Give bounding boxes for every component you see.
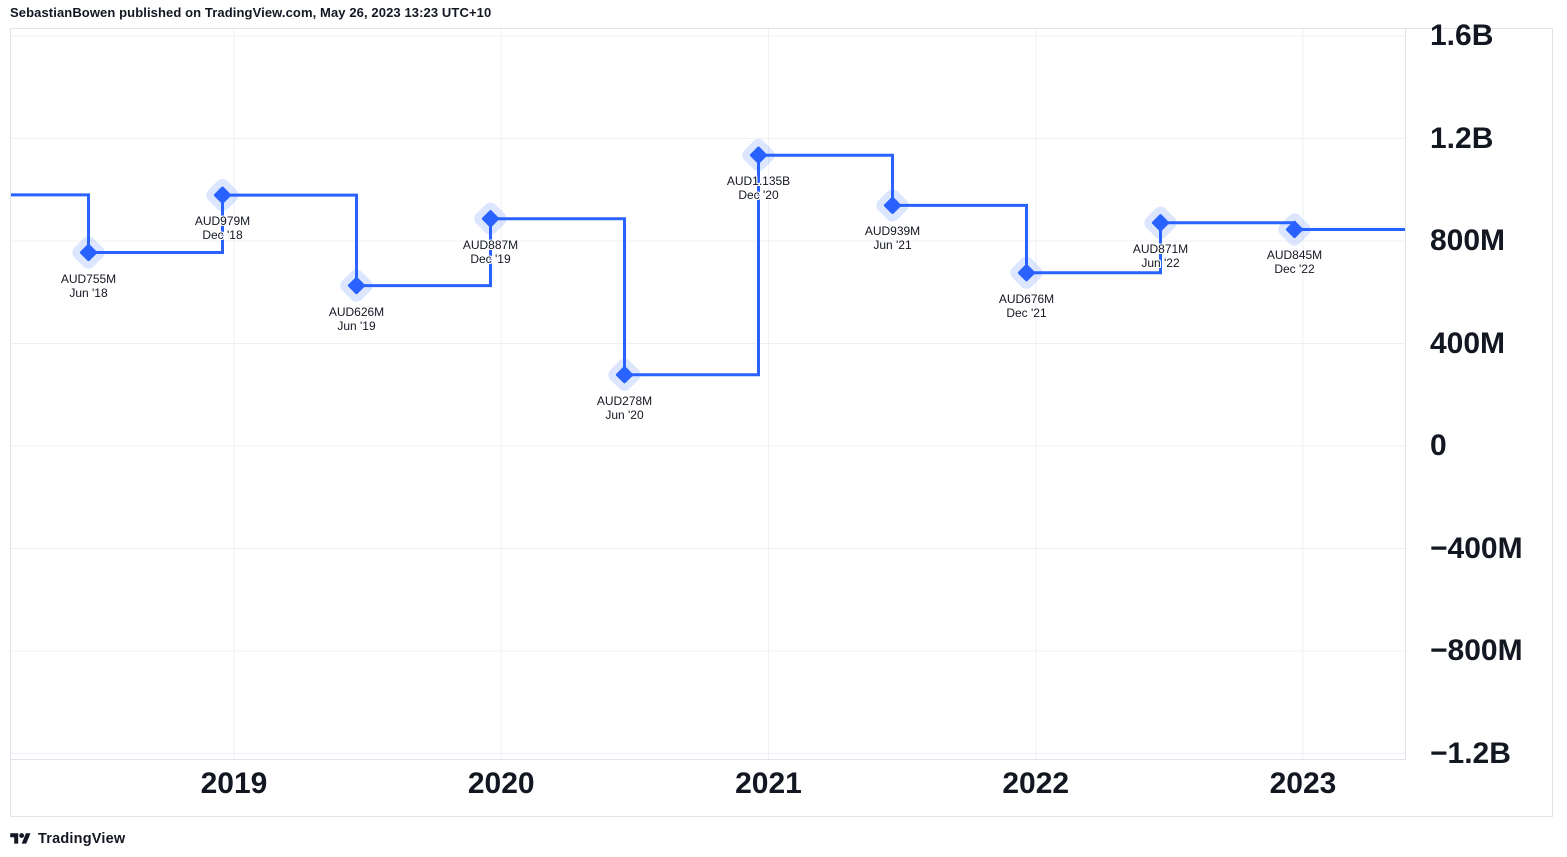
point-marker[interactable] <box>1151 214 1170 232</box>
y-tick-label: −1.2B <box>1430 736 1511 770</box>
y-tick-label: 400M <box>1430 326 1506 360</box>
x-tick-label: 2019 <box>200 767 268 800</box>
point-marker[interactable] <box>347 276 366 295</box>
point-marker[interactable] <box>1285 220 1304 239</box>
point-marker[interactable] <box>1017 264 1036 282</box>
point-marker[interactable] <box>481 210 500 228</box>
point-marker[interactable] <box>615 366 634 384</box>
chart-frame: AUD755M Jun '18 AUD979M Dec '18 AUD626M Jun '… <box>10 19 1553 817</box>
chart-canvas <box>11 29 1405 759</box>
x-tick-label: 2021 <box>735 767 802 800</box>
point-marker[interactable] <box>79 243 98 262</box>
y-tick-label: 800M <box>1430 224 1506 257</box>
x-tick-label: 2023 <box>1269 767 1337 800</box>
y-tick-label: 1.2B <box>1430 121 1494 155</box>
price-axis[interactable]: 1.6B 1.2B 800M 400M 0 −400M −800M −1.2B <box>1406 19 1552 770</box>
y-tick-label: 1.6B <box>1430 19 1494 52</box>
step-line <box>11 153 1405 377</box>
tradingview-logo-text: TradingView <box>38 831 126 847</box>
time-axis[interactable]: 2019 2020 2021 2022 2023 <box>11 760 1406 816</box>
x-tick-label: 2022 <box>1002 767 1070 800</box>
y-tick-label: 0 <box>1430 429 1447 462</box>
tradingview-logo-icon <box>10 833 31 844</box>
y-tick-label: −800M <box>1430 634 1523 667</box>
point-marker[interactable] <box>749 146 768 164</box>
header-title: SebastianBowen published on TradingView.… <box>10 5 492 20</box>
point-marker[interactable] <box>883 196 902 214</box>
plot-area[interactable]: AUD755M Jun '18 AUD979M Dec '18 AUD626M Jun '… <box>11 29 1406 760</box>
point-marker[interactable] <box>213 186 232 204</box>
tradingview-logo[interactable]: TradingView <box>10 831 125 847</box>
y-tick-label: −400M <box>1430 531 1523 565</box>
x-tick-label: 2020 <box>467 767 535 800</box>
